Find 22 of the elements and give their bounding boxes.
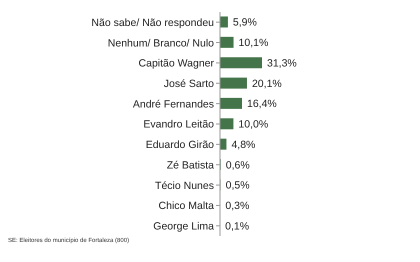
- data-label: 4,8%: [231, 138, 256, 151]
- y-tick-label: Capitão Wagner: [138, 58, 215, 70]
- data-label: 10,0%: [238, 118, 268, 131]
- data-label: 0,1%: [225, 220, 250, 232]
- data-label: 0,3%: [225, 200, 250, 212]
- data-label: 5,9%: [232, 16, 257, 29]
- y-tick-label: André Fernandes: [132, 98, 214, 110]
- y-tick-label: Evandro Leitão: [143, 118, 214, 131]
- y-tick-label: Não sabe/ Não respondeu: [91, 16, 214, 29]
- data-label: 10,1%: [238, 37, 268, 50]
- y-tick-label: José Sarto: [164, 78, 214, 90]
- y-tick-label: Chico Malta: [158, 200, 214, 212]
- data-label: 16,4%: [247, 98, 277, 110]
- y-tick-label: George Lima: [153, 220, 214, 233]
- y-tick-label: Nenhum/ Branco/ Nulo: [108, 37, 214, 50]
- y-tick-label: Técio Nunes: [155, 180, 214, 192]
- y-tick-label: Eduardo Girão: [146, 139, 214, 152]
- data-label: 0,5%: [226, 180, 250, 192]
- data-label: 0,6%: [226, 159, 250, 172]
- data-label: 20,1%: [252, 78, 282, 90]
- data-label: 31,3%: [267, 57, 297, 70]
- y-tick-label: Zé Batista: [166, 159, 214, 172]
